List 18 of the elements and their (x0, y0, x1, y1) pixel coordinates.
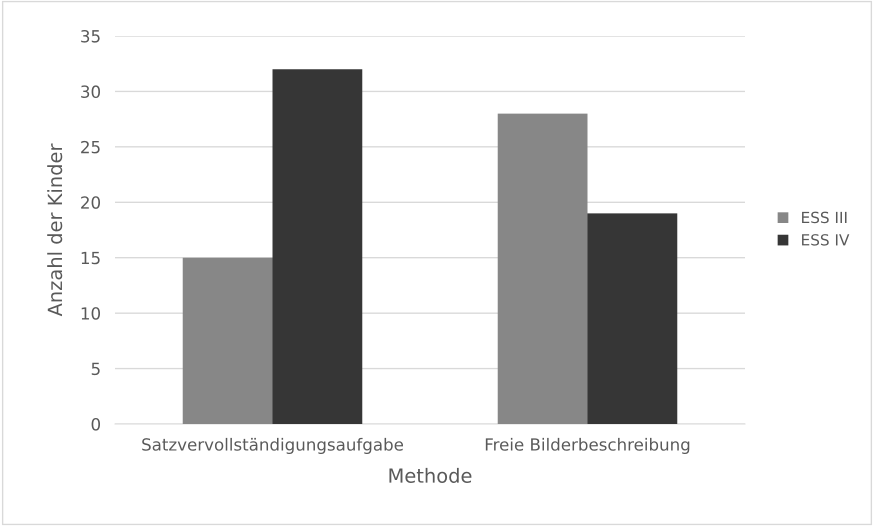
y-tick-label: 5 (92, 362, 100, 376)
y-axis-title: Anzahl der Kinder (47, 144, 62, 316)
y-tick-label: 25 (81, 140, 100, 154)
y-tick-label: 0 (92, 418, 100, 431)
y-tick-label: 20 (81, 196, 100, 209)
bar (588, 213, 678, 424)
x-axis-title: Methode (389, 468, 472, 483)
y-tick-label: 30 (81, 85, 100, 98)
legend-label: ESS IV (802, 234, 850, 246)
bar (498, 114, 588, 424)
y-tick-label: 10 (82, 307, 100, 320)
x-tick-label: Freie Bilderbeschreibung (486, 438, 690, 454)
bar (272, 69, 362, 424)
y-tick-label: 35 (81, 30, 100, 43)
x-tick-label: Satzvervollständigungsaufgabe (142, 438, 404, 454)
y-tick-label: 15 (82, 252, 100, 264)
legend-label: ESS III (802, 212, 846, 224)
bar (182, 258, 272, 424)
